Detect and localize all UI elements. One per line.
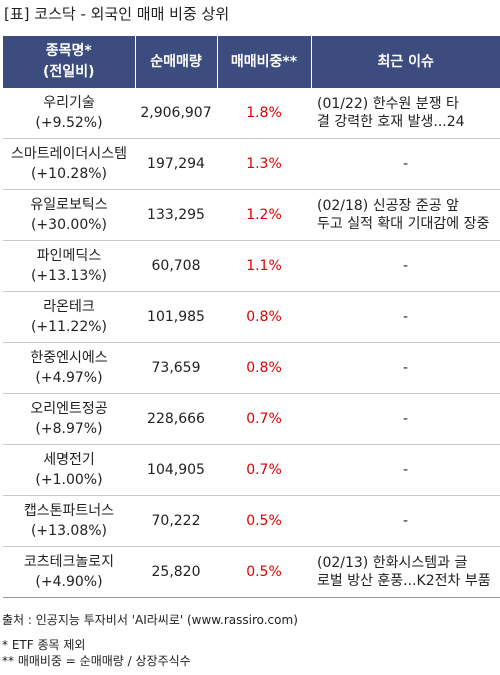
stock-change: (+9.52%) [35,115,103,131]
issue-line-1: (01/22) 한수원 분쟁 타 [317,96,459,112]
table-row: 세명전기 (+1.00%) 104,905 0.7% - [3,444,500,496]
table-row: 한중엔시에스 (+4.97%) 73,659 0.8% - [3,342,500,394]
source-note: 출처 : 인공지능 투자비서 'AI라씨로' (www.rassiro.com) [2,613,298,627]
stock-name-cell: 파인메딕스 (+13.13%) [3,240,135,292]
net-volume-cell: 73,659 [135,342,217,394]
stock-name-cell: 캡스톤파트너스 (+13.08%) [3,495,135,547]
stock-change: (+4.97%) [35,370,103,386]
header-trade-ratio: 매매비중** [217,36,312,88]
table-row: 우리기술 (+9.52%) 2,906,907 1.8% (01/22) 한수원 분쟁 … [3,88,500,139]
stock-name-cell: 라온테크 (+11.22%) [3,291,135,343]
table-row: 파인메딕스 (+13.13%) 60,708 1.1% - [3,240,500,292]
stock-change: (+30.00%) [30,217,108,233]
trade-ratio-cell: 1.3% [217,138,311,190]
net-volume-cell: 70,222 [135,495,217,547]
footnote-etf: * ETF 종목 제외 [2,638,86,652]
stock-name: 한중엔시에스 [30,350,108,366]
trade-ratio-cell: 1.2% [217,189,311,241]
stock-name: 파인메딕스 [36,248,102,264]
stock-change: (+13.08%) [30,523,108,539]
stock-name: 코츠테크놀로지 [23,554,115,570]
recent-issue-cell: - [311,444,500,496]
stock-name: 스마트레이더시스템 [11,146,127,162]
stock-name: 캡스톤파트너스 [23,503,115,519]
stock-change: (+8.97%) [35,421,103,437]
trade-ratio-cell: 1.8% [217,88,311,139]
table-row: 라온테크 (+11.22%) 101,985 0.8% - [3,291,500,343]
stock-change: (+10.28%) [30,166,108,182]
stock-name-cell: 코츠테크놀로지 (+4.90%) [3,546,135,598]
issue-line-1: (02/13) 한화시스템과 글 [317,555,468,571]
net-volume-cell: 228,666 [135,393,217,445]
stock-change: (+11.22%) [30,319,108,335]
header-stock-name-label: 종목명* [45,43,92,59]
net-volume-cell: 60,708 [135,240,217,292]
net-volume-cell: 197,294 [135,138,217,190]
stock-name: 우리기술 [43,95,95,111]
net-volume-cell: 104,905 [135,444,217,496]
table-row: 유일로보틱스 (+30.00%) 133,295 1.2% (02/18) 신공장 준공… [3,189,500,241]
trade-ratio-cell: 0.5% [217,495,311,547]
footnote-ratio: ** 매매비중 = 순매매량 / 상장주식수 [2,654,191,668]
stock-change: (+1.00%) [35,472,103,488]
recent-issue-cell: - [311,393,500,445]
issue-line-2: 결 강력한 호재 발생...24 [317,114,465,130]
stock-name-cell: 오리엔트정공 (+8.97%) [3,393,135,445]
stock-change: (+13.13%) [30,268,108,284]
stock-name: 오리엔트정공 [30,401,108,417]
table-header-row: 종목명* (전일비) 순매매량 매매비중** 최근 이슈 [3,36,500,88]
trade-ratio-cell: 0.5% [217,546,311,598]
stock-name-cell: 스마트레이더시스템 (+10.28%) [3,138,135,190]
trade-ratio-cell: 0.8% [217,291,311,343]
header-net-volume: 순매매량 [135,36,218,88]
net-volume-cell: 101,985 [135,291,217,343]
trade-ratio-cell: 0.7% [217,393,311,445]
header-stock-name: 종목명* (전일비) [3,36,136,88]
issue-line-1: (02/18) 신공장 준공 앞 [317,198,459,214]
stock-name-cell: 한중엔시에스 (+4.97%) [3,342,135,394]
stock-name-cell: 세명전기 (+1.00%) [3,444,135,496]
stock-name: 유일로보틱스 [30,197,108,213]
stock-name-cell: 유일로보틱스 (+30.00%) [3,189,135,241]
table-row: 코츠테크놀로지 (+4.90%) 25,820 0.5% (02/13) 한화시스템과 … [3,546,500,598]
stock-name: 세명전기 [43,452,95,468]
foreign-trading-table: 종목명* (전일비) 순매매량 매매비중** 최근 이슈 우리기술 (+9.52%… [3,36,500,598]
net-volume-cell: 2,906,907 [135,88,217,139]
recent-issue-cell: - [311,495,500,547]
stock-change: (+4.90%) [35,574,103,590]
recent-issue-cell: - [311,342,500,394]
issue-line-2: 로벌 방산 훈풍...K2전차 부품 [317,573,491,589]
issue-line-2: 두고 실적 확대 기대감에 장중 [317,216,490,232]
header-recent-issue: 최근 이슈 [311,36,500,88]
stock-name-cell: 우리기술 (+9.52%) [3,88,135,139]
trade-ratio-cell: 0.8% [217,342,311,394]
table-row: 스마트레이더시스템 (+10.28%) 197,294 1.3% - [3,138,500,190]
table-row: 오리엔트정공 (+8.97%) 228,666 0.7% - [3,393,500,445]
header-change-label: (전일비) [43,64,95,80]
trade-ratio-cell: 1.1% [217,240,311,292]
net-volume-cell: 25,820 [135,546,217,598]
recent-issue-cell: - [311,240,500,292]
recent-issue-cell: - [311,138,500,190]
net-volume-cell: 133,295 [135,189,217,241]
stock-name: 라온테크 [43,299,95,315]
recent-issue-cell: - [311,291,500,343]
trade-ratio-cell: 0.7% [217,444,311,496]
table-row: 캡스톤파트너스 (+13.08%) 70,222 0.5% - [3,495,500,547]
table-title: [표] 코스닥 - 외국인 매매 비중 상위 [4,5,230,23]
